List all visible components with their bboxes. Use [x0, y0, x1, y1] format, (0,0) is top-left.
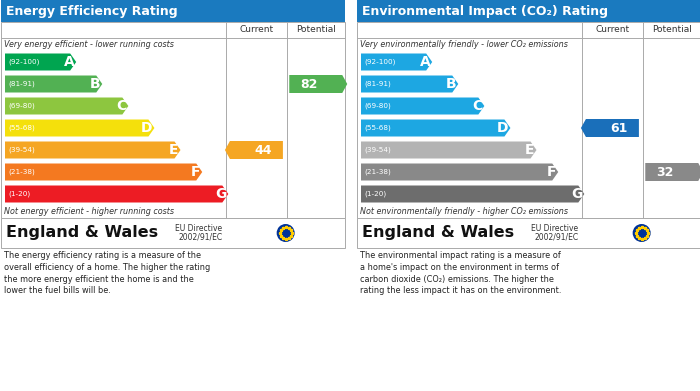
Text: 82: 82: [300, 77, 318, 90]
Text: (69-80): (69-80): [8, 103, 35, 109]
Text: 44: 44: [254, 143, 272, 156]
Text: A: A: [64, 55, 74, 69]
Text: D: D: [141, 121, 153, 135]
Text: G: G: [571, 187, 582, 201]
Text: (21-38): (21-38): [8, 169, 35, 175]
Text: 2002/91/EC: 2002/91/EC: [178, 233, 223, 242]
Bar: [1, 218, 345, 248]
Polygon shape: [361, 142, 536, 158]
Text: E: E: [169, 143, 178, 157]
Text: (81-91): (81-91): [8, 81, 35, 87]
Polygon shape: [361, 54, 432, 70]
Bar: [357, 22, 700, 218]
Text: D: D: [497, 121, 508, 135]
Text: Potential: Potential: [652, 25, 692, 34]
Polygon shape: [5, 54, 76, 70]
Text: (39-54): (39-54): [8, 147, 35, 153]
Polygon shape: [361, 163, 558, 181]
Polygon shape: [645, 163, 700, 181]
Text: Current: Current: [596, 25, 629, 34]
Text: EU Directive: EU Directive: [531, 224, 578, 233]
Text: Energy Efficiency Rating: Energy Efficiency Rating: [6, 5, 178, 18]
Text: Environmental Impact (CO₂) Rating: Environmental Impact (CO₂) Rating: [362, 5, 608, 18]
Text: A: A: [419, 55, 430, 69]
Text: The environmental impact rating is a measure of
a home's impact on the environme: The environmental impact rating is a mea…: [360, 251, 561, 295]
Polygon shape: [5, 185, 228, 203]
Text: Potential: Potential: [296, 25, 336, 34]
Text: 2002/91/EC: 2002/91/EC: [534, 233, 578, 242]
Text: C: C: [472, 99, 482, 113]
Text: (69-80): (69-80): [364, 103, 391, 109]
Bar: [1, 0, 345, 22]
Text: England & Wales: England & Wales: [362, 226, 514, 240]
Bar: [357, 218, 700, 248]
Polygon shape: [581, 119, 639, 137]
Text: 61: 61: [610, 122, 628, 135]
Polygon shape: [361, 120, 510, 136]
Circle shape: [633, 224, 651, 242]
Text: G: G: [215, 187, 226, 201]
Text: (39-54): (39-54): [364, 147, 391, 153]
Polygon shape: [361, 97, 484, 115]
Bar: [357, 0, 700, 22]
Text: B: B: [446, 77, 456, 91]
Text: B: B: [90, 77, 100, 91]
Text: F: F: [190, 165, 200, 179]
Polygon shape: [289, 75, 347, 93]
Polygon shape: [361, 75, 458, 93]
Text: England & Wales: England & Wales: [6, 226, 158, 240]
Text: Not energy efficient - higher running costs: Not energy efficient - higher running co…: [4, 207, 174, 216]
Text: (1-20): (1-20): [364, 191, 386, 197]
Text: (92-100): (92-100): [8, 59, 39, 65]
Text: Not environmentally friendly - higher CO₂ emissions: Not environmentally friendly - higher CO…: [360, 207, 568, 216]
Text: (55-68): (55-68): [364, 125, 391, 131]
Polygon shape: [5, 120, 155, 136]
Text: The energy efficiency rating is a measure of the
overall efficiency of a home. T: The energy efficiency rating is a measur…: [4, 251, 210, 295]
Polygon shape: [361, 185, 584, 203]
Polygon shape: [225, 141, 283, 159]
Text: (55-68): (55-68): [8, 125, 35, 131]
Text: F: F: [547, 165, 556, 179]
Text: (92-100): (92-100): [364, 59, 395, 65]
Text: (21-38): (21-38): [364, 169, 391, 175]
Text: C: C: [116, 99, 127, 113]
Text: Very energy efficient - lower running costs: Very energy efficient - lower running co…: [4, 40, 174, 49]
Polygon shape: [5, 163, 202, 181]
Text: Current: Current: [239, 25, 274, 34]
Text: Very environmentally friendly - lower CO₂ emissions: Very environmentally friendly - lower CO…: [360, 40, 568, 49]
Text: (1-20): (1-20): [8, 191, 30, 197]
Text: (81-91): (81-91): [364, 81, 391, 87]
Text: 32: 32: [657, 165, 674, 179]
Bar: [1, 22, 345, 218]
Text: EU Directive: EU Directive: [175, 224, 223, 233]
Polygon shape: [5, 75, 102, 93]
Text: E: E: [525, 143, 535, 157]
Polygon shape: [5, 97, 128, 115]
Polygon shape: [5, 142, 181, 158]
Circle shape: [276, 224, 295, 242]
